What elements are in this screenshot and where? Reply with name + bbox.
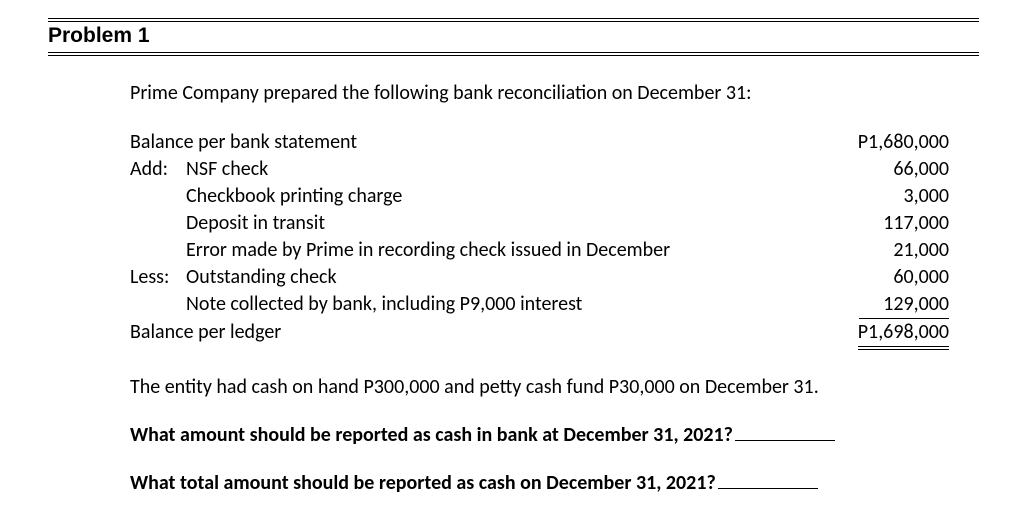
problem-body: Prime Company prepared the following ban… <box>48 80 979 497</box>
amount-nsf: 66,000 <box>819 156 949 183</box>
amount-printing: 3,000 <box>819 183 949 210</box>
question-2: What total amount should be reported as … <box>130 469 949 497</box>
row-add-printing: Checkbook printing charge 3,000 <box>130 183 949 210</box>
row-add-nsf: Add: NSF check 66,000 <box>130 156 949 183</box>
amount-error: 21,000 <box>819 237 949 264</box>
additional-note: The entity had cash on hand P300,000 and… <box>130 374 949 401</box>
tag-add: Add: <box>130 156 186 183</box>
page: Problem 1 Prime Company prepared the fol… <box>0 0 1027 497</box>
row-add-deposit: Deposit in transit 117,000 <box>130 210 949 237</box>
label-outstanding: Outstanding check <box>186 264 819 291</box>
tag-less: Less: <box>130 264 186 291</box>
answer-blank-1[interactable] <box>735 421 835 441</box>
label-deposit: Deposit in transit <box>186 210 819 237</box>
reconciliation-table: Balance per bank statement P1,680,000 Ad… <box>130 129 949 350</box>
row-less-outstanding: Less: Outstanding check 60,000 <box>130 264 949 291</box>
problem-title: Problem 1 <box>48 24 150 47</box>
label-printing: Checkbook printing charge <box>186 183 819 210</box>
amount-balance-bank: P1,680,000 <box>819 129 949 156</box>
amount-balance-ledger: P1,698,000 <box>858 319 949 350</box>
question-1: What amount should be reported as cash i… <box>130 421 949 449</box>
row-less-note: Note collected by bank, including P9,000… <box>130 291 949 319</box>
row-balance-bank: Balance per bank statement P1,680,000 <box>130 129 949 156</box>
label-nsf: NSF check <box>186 156 819 183</box>
amount-note: 129,000 <box>859 291 949 319</box>
label-note: Note collected by bank, including P9,000… <box>186 291 819 318</box>
question-2-text: What total amount should be reported as … <box>130 471 716 495</box>
problem-header-rule: Problem 1 <box>48 18 979 56</box>
amount-deposit: 117,000 <box>819 210 949 237</box>
answer-blank-2[interactable] <box>718 469 818 489</box>
row-add-error: Error made by Prime in recording check i… <box>130 237 949 264</box>
question-1-text: What amount should be reported as cash i… <box>130 423 733 447</box>
label-error: Error made by Prime in recording check i… <box>186 237 819 264</box>
label-balance-bank: Balance per bank statement <box>130 129 819 156</box>
label-balance-ledger: Balance per ledger <box>130 319 819 346</box>
intro-text: Prime Company prepared the following ban… <box>130 80 949 107</box>
amount-outstanding: 60,000 <box>819 264 949 291</box>
row-balance-ledger: Balance per ledger P1,698,000 <box>130 319 949 350</box>
